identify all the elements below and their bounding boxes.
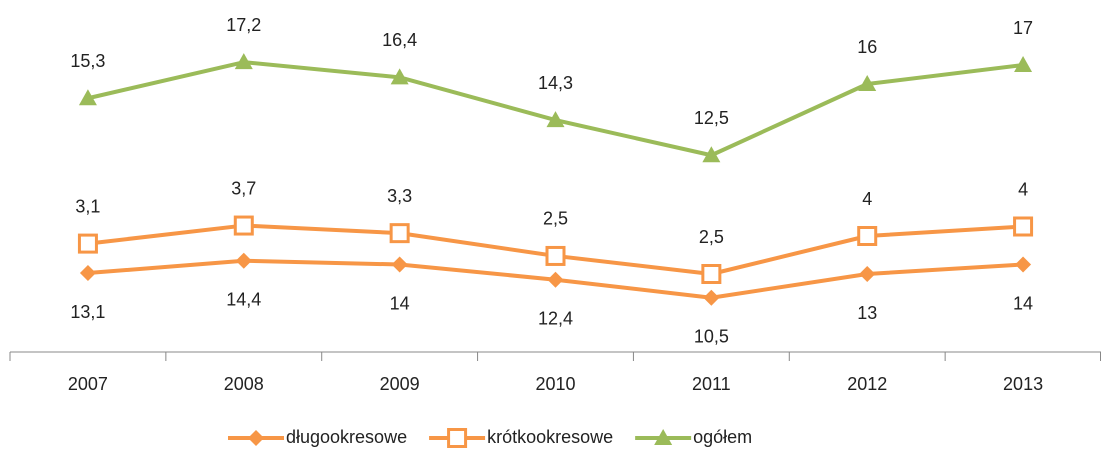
- legend-label: długookresowe: [286, 427, 407, 447]
- data-label: 14: [1013, 293, 1033, 313]
- data-label: 13,1: [70, 302, 105, 322]
- legend-marker: [654, 429, 673, 445]
- data-label: 14,4: [226, 289, 261, 309]
- data-label: 17,2: [226, 15, 261, 35]
- data-label: 16,4: [382, 30, 417, 50]
- data-label: 15,3: [70, 51, 105, 71]
- data-label: 13: [857, 303, 877, 323]
- data-label: 17: [1013, 18, 1033, 38]
- legend-marker: [447, 428, 468, 448]
- marker: [79, 265, 96, 282]
- marker: [389, 223, 410, 244]
- data-label: 3,1: [75, 196, 100, 216]
- data-label: 3,3: [387, 186, 412, 206]
- marker: [546, 111, 565, 128]
- marker: [77, 233, 98, 254]
- data-label: 4: [862, 189, 872, 209]
- marker: [1015, 256, 1032, 273]
- marker: [78, 89, 97, 106]
- marker: [390, 68, 409, 85]
- legend-label: krótkookresowe: [487, 427, 613, 447]
- x-tick-label: 2011: [692, 374, 731, 394]
- data-label: 14,3: [538, 73, 573, 93]
- data-label: 12,5: [694, 108, 729, 128]
- marker: [391, 256, 408, 273]
- marker: [234, 53, 253, 70]
- marker: [235, 252, 252, 269]
- x-tick-label: 2012: [847, 374, 887, 394]
- data-label: 4: [1018, 179, 1028, 199]
- marker: [233, 215, 254, 236]
- data-label: 2,5: [699, 227, 724, 247]
- legend-marker: [248, 430, 264, 446]
- marker: [857, 226, 878, 246]
- x-tick-label: 2007: [68, 374, 108, 394]
- marker: [547, 271, 564, 288]
- data-label: 14: [390, 293, 410, 313]
- marker: [858, 75, 877, 91]
- x-tick-label: 2008: [224, 374, 264, 394]
- data-label: 3,7: [231, 178, 256, 198]
- marker: [1013, 216, 1034, 237]
- legend-label: ogółem: [693, 427, 752, 447]
- data-label: 16: [857, 37, 877, 57]
- marker: [703, 289, 720, 306]
- marker: [1014, 56, 1033, 72]
- marker: [545, 245, 566, 266]
- marker: [702, 146, 721, 163]
- x-tick-label: 2010: [535, 374, 575, 394]
- x-tick-label: 2009: [380, 374, 420, 394]
- data-label: 10,5: [694, 327, 729, 347]
- x-tick-label: 2013: [1003, 374, 1043, 394]
- marker: [701, 264, 722, 284]
- marker: [859, 266, 876, 282]
- data-label: 12,4: [538, 308, 573, 328]
- data-label: 2,5: [543, 209, 568, 229]
